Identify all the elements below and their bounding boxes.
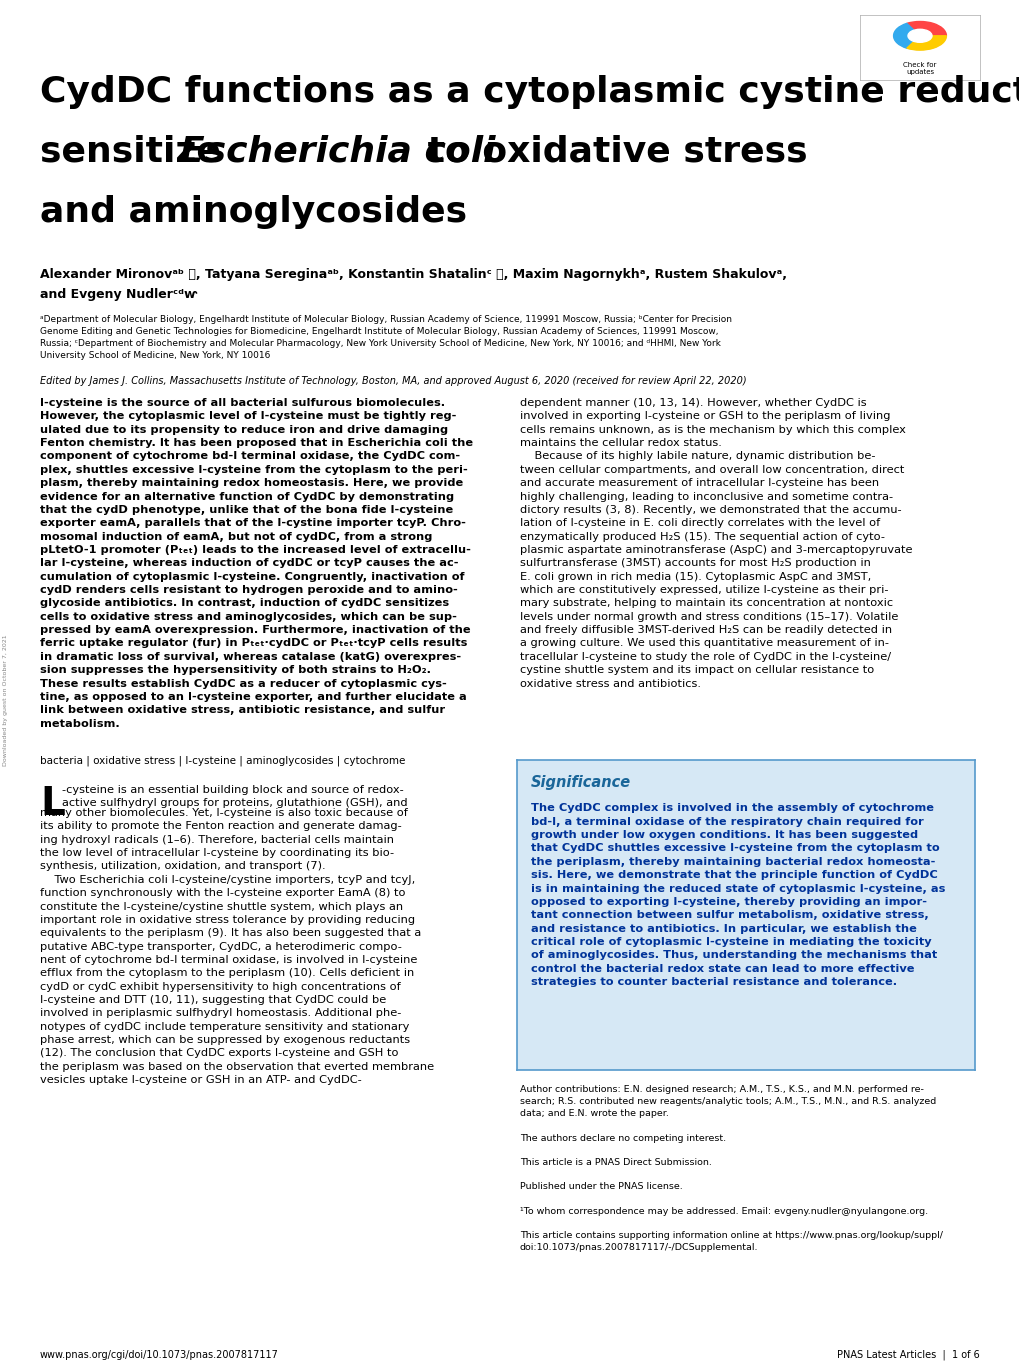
Text: L: L: [40, 785, 65, 823]
Text: bacteria | oxidative stress | l-cysteine | aminoglycosides | cytochrome: bacteria | oxidative stress | l-cysteine…: [40, 756, 405, 767]
Text: Alexander Mironovᵃᵇ ⓘ, Tatyana Sereginaᵃᵇ, Konstantin Shatalinᶜ ⓘ, Maxim Nagorny: Alexander Mironovᵃᵇ ⓘ, Tatyana Sereginaᵃ…: [40, 268, 787, 281]
Text: l-cysteine is the source of all bacterial sulfurous biomolecules.
However, the c: l-cysteine is the source of all bacteria…: [40, 399, 473, 729]
Text: Significance: Significance: [530, 775, 630, 790]
Text: Edited by James J. Collins, Massachusetts Institute of Technology, Boston, MA, a: Edited by James J. Collins, Massachusett…: [40, 375, 746, 386]
Text: to oxidative stress: to oxidative stress: [415, 135, 807, 169]
Text: Escherichia coli: Escherichia coli: [179, 135, 495, 169]
Text: Check for
updates: Check for updates: [903, 61, 935, 75]
Text: dependent manner (10, 13, 14). However, whether CydDC is
involved in exporting l: dependent manner (10, 13, 14). However, …: [520, 399, 912, 688]
Text: and aminoglycosides: and aminoglycosides: [40, 195, 467, 229]
Text: CydDC functions as a cytoplasmic cystine reductase to: CydDC functions as a cytoplasmic cystine…: [40, 75, 1019, 109]
Text: and Evgeny Nudlerᶜᵈⱳ: and Evgeny Nudlerᶜᵈⱳ: [40, 288, 197, 302]
Wedge shape: [906, 22, 946, 35]
Text: ᵃDepartment of Molecular Biology, Engelhardt Institute of Molecular Biology, Rus: ᵃDepartment of Molecular Biology, Engelh…: [40, 315, 732, 360]
Circle shape: [893, 22, 946, 51]
Circle shape: [907, 29, 931, 42]
Text: The CydDC complex is involved in the assembly of cytochrome
bd-l, a terminal oxi: The CydDC complex is involved in the ass…: [530, 804, 945, 987]
Text: www.pnas.org/cgi/doi/10.1073/pnas.2007817117: www.pnas.org/cgi/doi/10.1073/pnas.200781…: [40, 1350, 278, 1360]
Text: BIOCHEMISTRY: BIOCHEMISTRY: [995, 602, 1004, 678]
Text: many other biomolecules. Yet, l-cysteine is also toxic because of
its ability to: many other biomolecules. Yet, l-cysteine…: [40, 808, 434, 1085]
Text: sensitize: sensitize: [40, 135, 233, 169]
Text: PNAS Latest Articles  |  1 of 6: PNAS Latest Articles | 1 of 6: [837, 1350, 979, 1361]
Text: -cysteine is an essential building block and source of redox-
active sulfhydryl : -cysteine is an essential building block…: [62, 785, 408, 808]
Text: Author contributions: E.N. designed research; A.M., T.S., K.S., and M.N. perform: Author contributions: E.N. designed rese…: [520, 1085, 943, 1252]
Wedge shape: [893, 23, 919, 48]
Text: Downloaded by guest on October 7, 2021: Downloaded by guest on October 7, 2021: [3, 635, 8, 766]
Wedge shape: [906, 35, 946, 51]
